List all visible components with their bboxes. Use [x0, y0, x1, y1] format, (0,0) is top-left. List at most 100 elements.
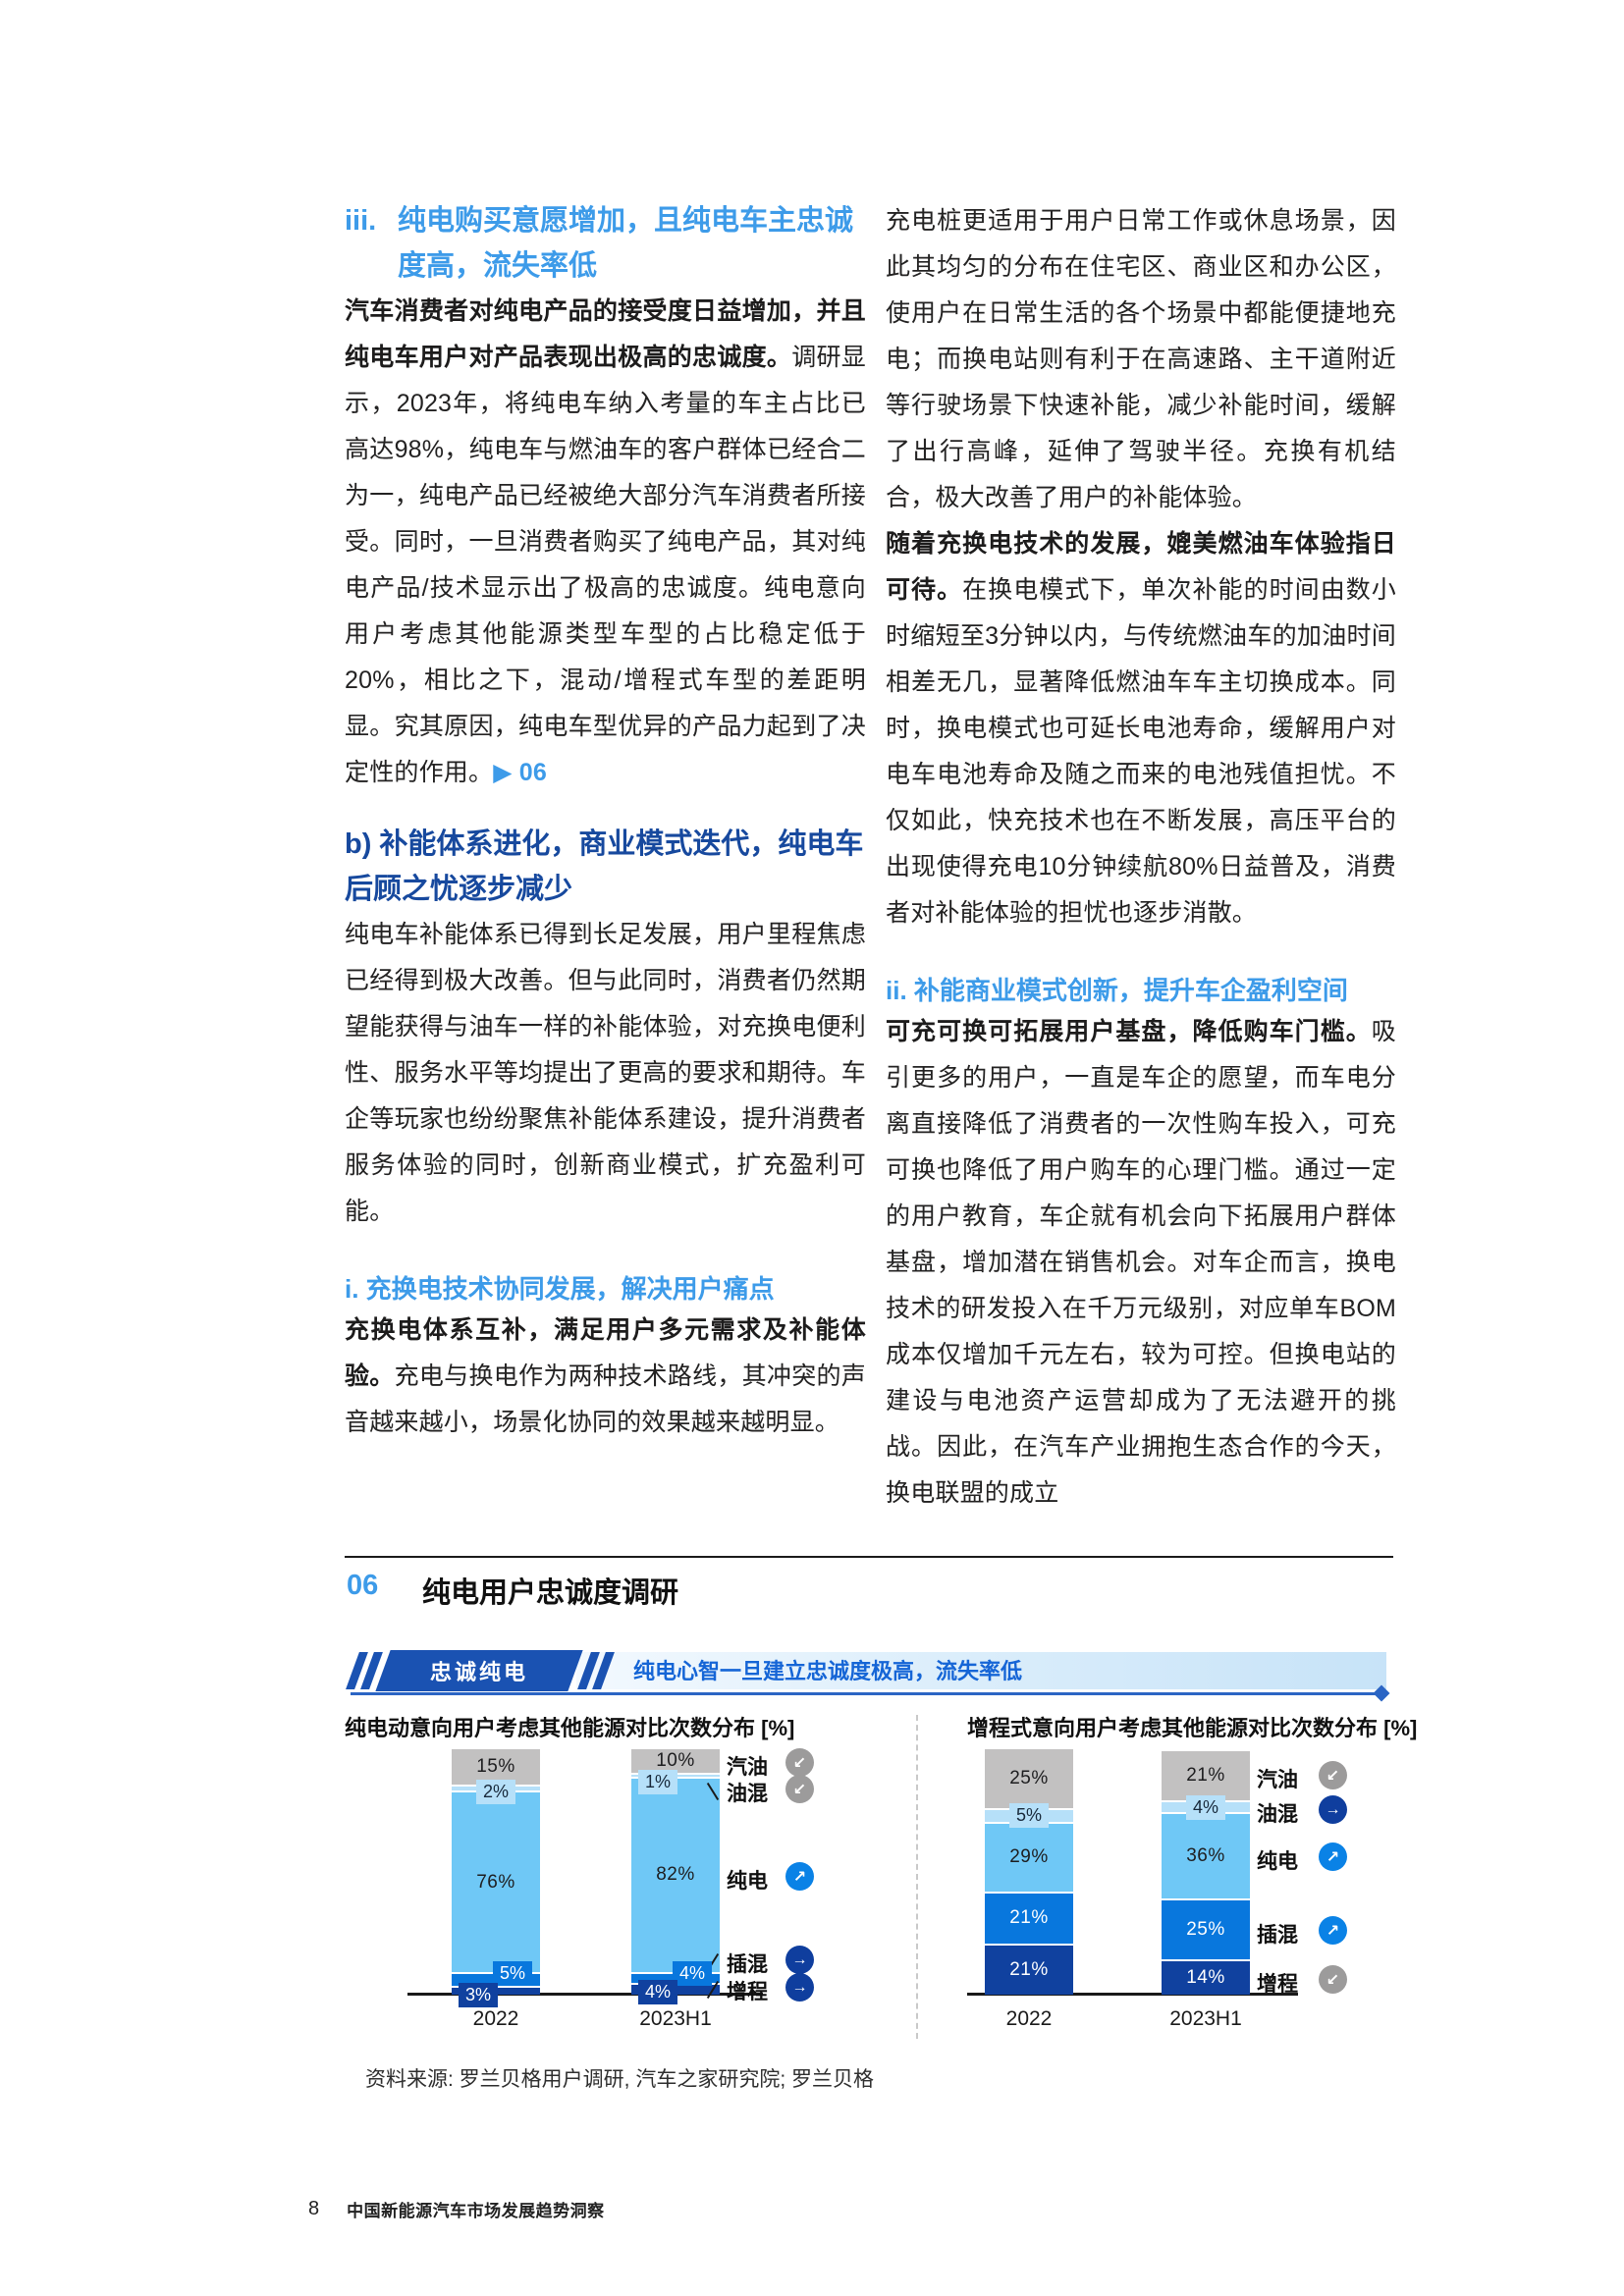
paragraph-charging-pile: 充电桩更适用于用户日常工作或休息场景，因此其均匀的分布在住宅区、商业区和办公区，…	[886, 207, 1396, 511]
legend-label-油混: 油混	[727, 1783, 768, 1805]
segment-label: 4%	[673, 1960, 712, 1986]
left-column: iii. 纯电购买意愿增加，且纯电车主忠诚度高，流失率低 汽车消费者对纯电产品的…	[345, 198, 866, 1446]
bar-segment-油混: 4%	[1162, 1795, 1250, 1821]
legend-label-油混: 油混	[1257, 1803, 1298, 1826]
bar-segment-插混: 25%	[1162, 1900, 1250, 1960]
segment-label: 21%	[1186, 1765, 1225, 1787]
paragraph-business-model: 可充可换可拓展用户基盘，降低购车门槛。吸引更多的用户，一直是车企的愿望，而车电分…	[886, 1009, 1396, 1517]
x-axis-line	[967, 1993, 1298, 1996]
bar-segment-油混: 1%	[631, 1769, 720, 1794]
figure-reference: ▶ 06	[493, 759, 547, 786]
segment-label: 4%	[1186, 1795, 1225, 1821]
heading-iii: iii. 纯电购买意愿增加，且纯电车主忠诚度高，流失率低	[345, 198, 866, 289]
trend-up-icon: ↗	[1319, 1842, 1347, 1871]
legend-label-增程: 增程	[727, 1981, 768, 2003]
trend-flat-icon: →	[1319, 1795, 1347, 1824]
trend-down-icon: ↙	[785, 1748, 814, 1777]
segment-label: 2%	[476, 1779, 515, 1804]
axis-label-year: 2022	[472, 2007, 519, 2030]
bar-segment-纯电: 82%	[631, 1778, 720, 1972]
chart-title: 纯电动意向用户考虑其他能源对比次数分布 [%]	[345, 1716, 795, 1740]
segment-label: 25%	[1186, 1919, 1225, 1941]
legend-label-插混: 插混	[727, 1953, 768, 1976]
banner-band	[576, 1652, 1386, 1689]
paragraph-swap-experience-rest: 在换电模式下，单次补能的时间由数小时缩短至3分钟以内，与传统燃油车的加油时间相差…	[886, 576, 1396, 927]
chart-bar: 15% 2% 76% 5% 3%	[452, 1748, 540, 2007]
x-axis-line	[407, 1993, 763, 1996]
trend-up-icon: ↗	[1319, 1916, 1347, 1945]
bar-segment-插混: 21%	[985, 1894, 1073, 1944]
trend-flat-icon: →	[785, 1973, 814, 2002]
chart-title: 增程式意向用户考虑其他能源对比次数分布 [%]	[967, 1716, 1418, 1740]
chart-bar: 21% 4% 36% 25% 14%	[1162, 1751, 1250, 1995]
bar-segment-油混: 2%	[452, 1779, 540, 1804]
segment-label: 21%	[1009, 1958, 1049, 1980]
heading-b: b) 补能体系进化，商业模式迭代，纯电车后顾之忧逐步减少	[345, 828, 864, 905]
paragraph-swap-experience-lead: 随着充换电技术的发展，媲美燃油车体验指日可待。	[886, 530, 1396, 604]
trend-down-icon: ↙	[1319, 1761, 1347, 1789]
segment-label: 25%	[1009, 1767, 1049, 1789]
axis-label-year: 2022	[1005, 2007, 1053, 2030]
bar-segment-增程: 14%	[1162, 1961, 1250, 1995]
trend-up-icon: ↗	[785, 1862, 814, 1891]
banner-underline	[351, 1692, 1381, 1695]
banner-message: 纯电心智一旦建立忠诚度极高，流失率低	[633, 1659, 1023, 1683]
segment-label: 14%	[1186, 1967, 1225, 1989]
trend-flat-icon: →	[785, 1946, 814, 1974]
segment-label: 3%	[459, 1982, 498, 2007]
paragraph-charging-swap-rest: 充电与换电作为两种技术路线，其冲突的声音越来越小，场景化协同的效果越来越明显。	[345, 1362, 866, 1436]
bar-segment-油混: 5%	[985, 1802, 1073, 1828]
source-note: 资料来源: 罗兰贝格用户调研, 汽车之家研究院; 罗兰贝格	[365, 2068, 875, 2091]
paragraph-business-model-lead: 可充可换可拓展用户基盘，降低购车门槛。	[886, 1018, 1372, 1045]
bar-segment-增程: 4%	[631, 1980, 720, 2005]
legend-label-纯电: 纯电	[727, 1870, 768, 1893]
charts-area: 纯电动意向用户考虑其他能源对比次数分布 [%] 15% 2% 76% 5% 3% 2022 1…	[345, 1558, 1417, 2078]
segment-label: 76%	[476, 1871, 515, 1893]
bar-segment-汽油: 10%	[631, 1748, 720, 1773]
segment-label: 82%	[656, 1864, 695, 1886]
chart-bar: 10% 1% 82% 4% 4%	[631, 1748, 720, 2005]
bar-segment-插混: 4%	[631, 1960, 720, 1986]
bar-segment-增程: 21%	[985, 1945, 1073, 1995]
paragraph-energy-system: 纯电车补能体系已得到长足发展，用户里程焦虑已经得到极大改善。但与此同时，消费者仍…	[345, 921, 866, 1225]
trend-down-icon: ↙	[785, 1775, 814, 1803]
bar-segment-纯电: 29%	[985, 1823, 1073, 1893]
paragraph-loyalty-rest: 调研显示，2023年，将纯电车纳入考量的车主占比已高达98%，纯电车与燃油车的客…	[345, 344, 866, 786]
trend-down-icon: ↙	[1319, 1965, 1347, 1994]
right-column: 充电桩更适用于用户日常工作或休息场景，因此其均匀的分布在住宅区、商业区和办公区，…	[886, 198, 1396, 1517]
axis-label-year: 2023H1	[639, 2007, 712, 2030]
heading-iii-text: 纯电购买意愿增加，且纯电车主忠诚度高，流失率低	[398, 205, 854, 282]
figure-title: 纯电用户忠诚度调研	[422, 1577, 679, 1609]
chart-divider	[916, 1715, 918, 2039]
heading-ii: ii. 补能商业模式创新，提升车企盈利空间	[886, 976, 1348, 1005]
segment-label: 15%	[476, 1755, 515, 1777]
axis-label-year: 2023H1	[1169, 2007, 1242, 2030]
segment-label: 5%	[493, 1960, 532, 1986]
paragraph-loyalty: 汽车消费者对纯电产品的接受度日益增加，并且纯电车用户对产品表现出极高的忠诚度。调…	[345, 289, 866, 796]
legend-label-纯电: 纯电	[1257, 1850, 1298, 1873]
footer-title: 中国新能源汽车市场发展趋势洞察	[347, 2202, 605, 2220]
segment-label: 10%	[656, 1749, 695, 1771]
segment-label: 5%	[1009, 1802, 1049, 1828]
bar-segment-汽油: 21%	[1162, 1751, 1250, 1801]
paragraph-charging-swap-lead: 充换电体系互补，满足用户多元需求及补能体验。	[345, 1316, 866, 1390]
segment-label: 36%	[1186, 1845, 1225, 1867]
bar-segment-汽油: 15%	[452, 1748, 540, 1785]
legend-label-汽油: 汽油	[727, 1756, 768, 1779]
legend-label-增程: 增程	[1257, 1973, 1298, 1996]
heading-i: i. 充换电技术协同发展，解决用户痛点	[345, 1274, 775, 1304]
paragraph-loyalty-lead: 汽车消费者对纯电产品的接受度日益增加，并且纯电车用户对产品表现出极高的忠诚度。	[345, 297, 866, 371]
legend-label-汽油: 汽油	[1257, 1769, 1298, 1791]
segment-label: 21%	[1009, 1907, 1049, 1929]
page-number: 8	[308, 2198, 320, 2219]
bar-segment-纯电: 36%	[1162, 1813, 1250, 1899]
paragraph-business-model-rest: 吸引更多的用户，一直是车企的愿望，而车电分离直接降低了消费者的一次性购车投入，可…	[886, 1018, 1396, 1507]
chart-bar: 25% 5% 29% 21% 21%	[985, 1748, 1073, 1995]
bar-segment-增程: 3%	[452, 1982, 540, 2007]
segment-label: 4%	[638, 1980, 677, 2005]
heading-iii-marker: iii.	[345, 205, 377, 237]
paragraph-swap-experience: 随着充换电技术的发展，媲美燃油车体验指日可待。在换电模式下，单次补能的时间由数小…	[886, 521, 1396, 936]
figure-06: 06 纯电用户忠诚度调研 忠诚纯电 纯电心智一旦建立忠诚度极高，流失率低 纯电动…	[345, 1556, 1417, 2078]
bar-segment-纯电: 76%	[452, 1792, 540, 1972]
